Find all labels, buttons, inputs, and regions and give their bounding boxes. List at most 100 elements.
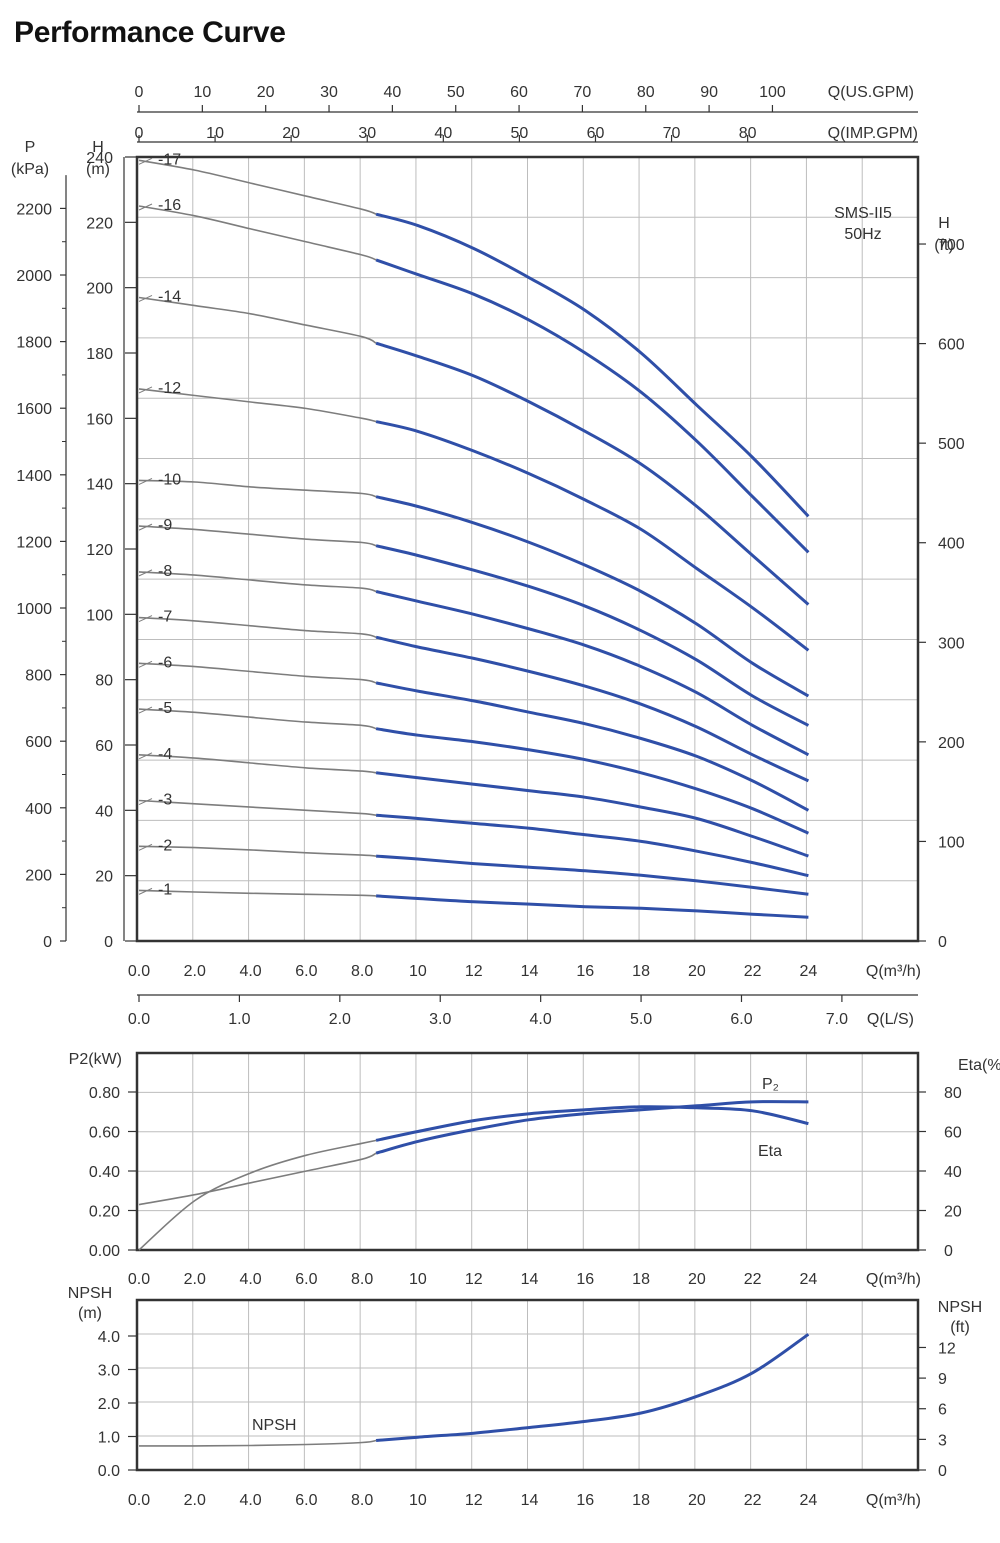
ls-axis-label: Q(L/S) xyxy=(867,1011,914,1028)
x-tick-label: 10 xyxy=(409,1492,427,1509)
stage-label: -10 xyxy=(158,471,181,488)
kpa-tick-label: 0 xyxy=(43,934,52,951)
stage-2-operating-line xyxy=(375,854,809,896)
eta-tick-label: 20 xyxy=(944,1204,962,1221)
npsh-m-axis-unit: (m) xyxy=(78,1305,102,1322)
stage-label-leader xyxy=(138,843,153,851)
x-tick-label: 4.0 xyxy=(239,963,261,980)
impgpm-tick-label: 40 xyxy=(434,125,452,142)
usgpm-tick-label: 70 xyxy=(574,84,592,101)
stage-4-low-flow-line xyxy=(138,754,377,774)
x-tick-label: 24 xyxy=(800,1271,818,1288)
ls-tick-label: 1.0 xyxy=(228,1011,250,1028)
x-axis-unit: Q(m³/h) xyxy=(866,963,921,980)
h-ft-tick-label: 100 xyxy=(938,834,965,851)
x-tick-label: 6.0 xyxy=(295,963,317,980)
eta-curve-label: Eta xyxy=(758,1143,782,1160)
stage-16-operating-line xyxy=(375,258,810,554)
x-tick-label: 24 xyxy=(800,1492,818,1509)
x-tick-label: 16 xyxy=(576,963,594,980)
npsh-ft-tick-label: 9 xyxy=(938,1371,947,1388)
h-ft-axis-unit: (ft) xyxy=(934,237,954,254)
kpa-tick-label: 1600 xyxy=(16,401,52,418)
stage-label: -16 xyxy=(158,197,181,214)
ls-tick-label: 4.0 xyxy=(530,1011,552,1028)
stage-16-low-flow-line xyxy=(138,205,377,261)
stage-7-low-flow-line xyxy=(138,616,377,638)
usgpm-tick-label: 50 xyxy=(447,84,465,101)
p2-tick-label: 0.00 xyxy=(89,1243,120,1260)
x-tick-label: 18 xyxy=(632,1492,650,1509)
x-tick-label: 12 xyxy=(465,1492,483,1509)
h-m-tick-label: 0 xyxy=(104,934,113,951)
x-tick-label: 0.0 xyxy=(128,1492,150,1509)
x-tick-label: 20 xyxy=(688,963,706,980)
kpa-tick-label: 2200 xyxy=(16,201,52,218)
npsh-curve-low-flow-line xyxy=(139,1439,377,1447)
stage-label-leader xyxy=(138,798,153,805)
h-m-tick-label: 100 xyxy=(86,607,113,624)
x-tick-label: 8.0 xyxy=(351,963,373,980)
x-tick-label: 0.0 xyxy=(128,1271,150,1288)
stage-label: -7 xyxy=(158,609,172,626)
stage-label-leader xyxy=(138,887,153,895)
stage-label: -2 xyxy=(158,837,172,854)
x-tick-label: 8.0 xyxy=(351,1271,373,1288)
x-tick-label: 16 xyxy=(576,1492,594,1509)
x-tick-label: 22 xyxy=(744,1492,762,1509)
usgpm-axis-label: Q(US.GPM) xyxy=(828,84,914,101)
stage-6-low-flow-line xyxy=(138,662,377,684)
eta-curve-low-flow-line xyxy=(138,1139,377,1251)
impgpm-tick-label: 20 xyxy=(282,125,300,142)
h-m-tick-label: 120 xyxy=(86,542,113,559)
h-m-tick-label: 240 xyxy=(86,150,113,167)
stage-label-leader xyxy=(138,157,153,165)
kpa-tick-label: 400 xyxy=(25,801,52,818)
stage-label-leader xyxy=(138,569,153,577)
x-tick-label: 12 xyxy=(465,963,483,980)
x-tick-label: 10 xyxy=(409,963,427,980)
x-tick-label: 18 xyxy=(632,963,650,980)
flow-axes-top: 0 10 20 30 40 50 60 70 80 90 100 Q(US.GPM) 0 10 20 30 40… xyxy=(135,84,918,143)
x-tick-label: 2.0 xyxy=(184,1271,206,1288)
stage-14-operating-line xyxy=(375,341,810,606)
npsh-m-tick-label: 1.0 xyxy=(98,1430,120,1447)
p2-tick-label: 0.80 xyxy=(89,1085,120,1102)
x-tick-label: 0.0 xyxy=(128,963,150,980)
x-tick-label: 12 xyxy=(465,1271,483,1288)
npsh-ft-tick-label: 12 xyxy=(938,1340,956,1357)
usgpm-tick-label: 0 xyxy=(135,84,144,101)
impgpm-tick-label: 30 xyxy=(358,125,376,142)
stage-12-operating-line xyxy=(375,420,810,652)
stage-label: -4 xyxy=(158,746,172,763)
stage-10-operating-line xyxy=(375,495,810,698)
x-tick-label: 18 xyxy=(632,1271,650,1288)
usgpm-tick-label: 80 xyxy=(637,84,655,101)
stage-9-operating-line xyxy=(375,544,810,727)
npsh-ft-tick-label: 3 xyxy=(938,1432,947,1449)
npsh-m-tick-label: 2.0 xyxy=(98,1396,120,1413)
x-tick-label: 6.0 xyxy=(295,1271,317,1288)
h-ft-tick-label: 200 xyxy=(938,735,965,752)
stage-label: -12 xyxy=(158,380,181,397)
x-tick-label: 2.0 xyxy=(184,1492,206,1509)
x-tick-label: 20 xyxy=(688,1492,706,1509)
stage-label: -1 xyxy=(158,881,172,898)
stage-label-leader xyxy=(138,752,153,760)
impgpm-tick-label: 10 xyxy=(206,125,224,142)
stage-label-leader xyxy=(138,615,153,623)
h-ft-tick-label: 300 xyxy=(938,635,965,652)
eta-tick-label: 0 xyxy=(944,1243,953,1260)
stage-6-operating-line xyxy=(375,681,810,812)
h-m-tick-label: 60 xyxy=(95,738,113,755)
x-tick-label: 10 xyxy=(409,1271,427,1288)
usgpm-tick-label: 60 xyxy=(510,84,528,101)
power-efficiency-chart: 0.00 0.20 0.40 0.60 0.80 0 20 40 60 80 P2(kW) Eta(%… xyxy=(69,1051,1000,1288)
eta-axis-label: Eta(%) xyxy=(958,1057,1000,1074)
x-tick-label: 14 xyxy=(521,1271,539,1288)
stage-label: -5 xyxy=(158,700,172,717)
stage-5-low-flow-line xyxy=(138,708,377,730)
npsh-frame xyxy=(135,1298,920,1472)
stage-label-leader xyxy=(138,477,153,485)
kpa-tick-label: 1000 xyxy=(16,601,52,618)
